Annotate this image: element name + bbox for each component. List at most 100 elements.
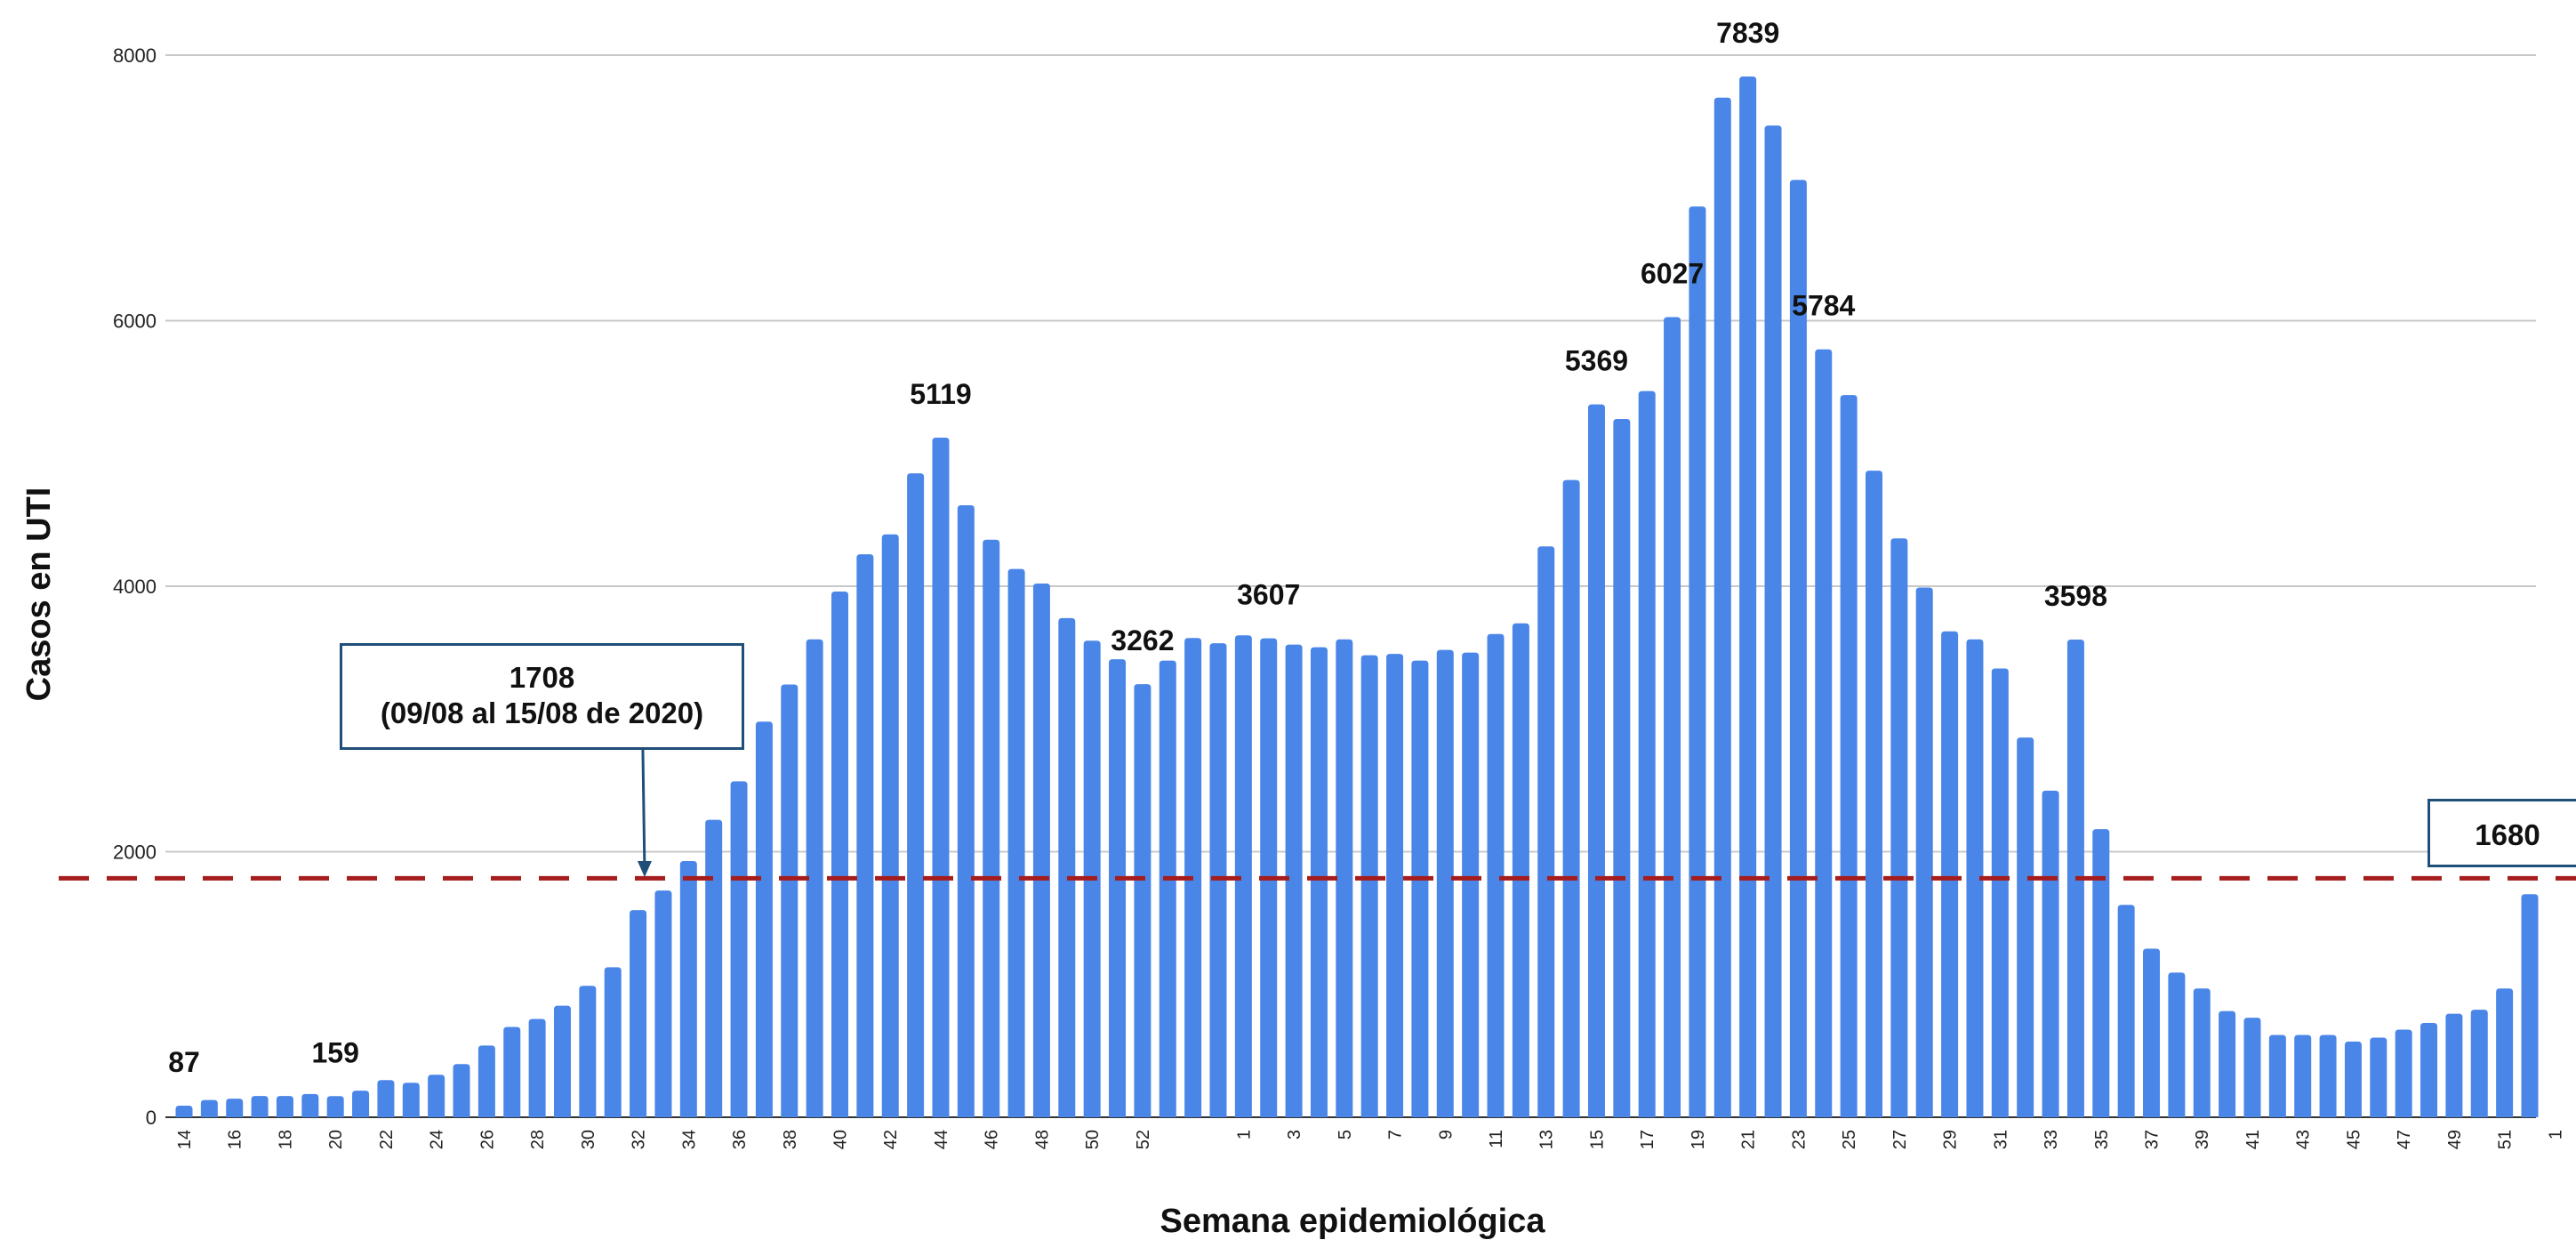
annotation-period: (09/08 al 15/08 de 2020): [380, 696, 704, 729]
bar: [2420, 1023, 2438, 1117]
bar: [2395, 1029, 2412, 1117]
bar: [377, 1080, 395, 1117]
x-tick-label: 5: [1336, 1130, 1355, 1139]
data-label: 5784: [1792, 290, 1855, 322]
bar: [983, 539, 1000, 1117]
annotation-arrow-head: [637, 861, 652, 877]
x-tick-label: 45: [2344, 1130, 2363, 1149]
bar: [301, 1093, 319, 1117]
x-tick-label: 40: [831, 1130, 851, 1149]
bar: [1285, 644, 1303, 1117]
x-tick-label: 34: [679, 1130, 699, 1149]
x-tick-label: 32: [630, 1130, 649, 1149]
x-tick-label: 46: [983, 1130, 1002, 1149]
bar: [1386, 654, 1404, 1117]
x-axis-title: Semana epidemiológica: [1160, 1203, 1546, 1240]
bar: [1234, 635, 1252, 1117]
x-tick-label: 1: [2546, 1130, 2565, 1139]
x-tick-label: 9: [1436, 1130, 1456, 1139]
annotation-box-1680: 1680: [2428, 799, 2576, 867]
x-tick-label: 24: [428, 1130, 447, 1149]
bar: [402, 1083, 420, 1117]
bar-series: [175, 76, 2539, 1118]
x-tick-labels: 14 16 18 20 22 24 26 28 30 32 34 36 38 40 42 44 46 48 50 52…: [175, 1130, 2565, 1149]
bar: [1007, 568, 1025, 1117]
data-label: 87: [168, 1046, 200, 1078]
bar: [1689, 206, 1706, 1117]
bar: [705, 819, 723, 1117]
bar: [2117, 905, 2135, 1117]
annotation-value: 1708: [509, 661, 575, 694]
x-tick-label: 17: [1638, 1130, 1657, 1149]
bar: [2017, 737, 2034, 1117]
data-label: 3607: [1237, 579, 1300, 611]
x-tick-label: 20: [326, 1130, 346, 1149]
annotation-value: 1680: [2475, 818, 2540, 851]
bar: [276, 1096, 293, 1117]
bar: [1815, 349, 1833, 1117]
bar: [2243, 1018, 2261, 1117]
x-tick-label: 26: [477, 1130, 497, 1149]
x-tick-label: 3: [1285, 1130, 1304, 1139]
bar: [428, 1075, 445, 1117]
bar: [1512, 623, 1529, 1117]
bar: [1966, 639, 1984, 1117]
x-tick-label: 36: [730, 1130, 750, 1149]
bar: [528, 1019, 546, 1117]
bar: [352, 1091, 370, 1117]
x-tick-label: 16: [226, 1130, 245, 1149]
bar: [453, 1064, 470, 1117]
bar: [755, 721, 773, 1117]
bar: [1336, 639, 1353, 1117]
x-tick-label: 25: [1840, 1130, 1859, 1149]
bar: [2193, 988, 2211, 1117]
bar: [1411, 660, 1429, 1117]
x-tick-label: 37: [2143, 1130, 2163, 1149]
x-tick-label: 27: [1890, 1130, 1910, 1149]
data-label: 3598: [2044, 580, 2107, 612]
x-tick-label: 23: [1789, 1130, 1809, 1149]
bar: [2143, 948, 2161, 1117]
x-tick-label: 50: [1083, 1130, 1103, 1149]
x-tick-label: 51: [2496, 1130, 2516, 1149]
bar: [781, 684, 798, 1117]
data-label: 6027: [1641, 257, 1704, 289]
data-label: 5369: [1565, 345, 1628, 377]
data-labels: 87 159 5119 3262 3607 5369 6027 7839 5784 3598: [168, 17, 2107, 1078]
bar: [2092, 829, 2110, 1117]
bar: [1134, 684, 1152, 1117]
x-tick-label: 39: [2193, 1130, 2212, 1149]
bar: [2168, 972, 2186, 1117]
bar: [957, 504, 975, 1117]
bar: [1613, 418, 1631, 1117]
bar: [856, 554, 874, 1117]
bar: [1840, 395, 1858, 1118]
bar: [1587, 404, 1605, 1117]
bar: [2219, 1011, 2236, 1117]
bar: [1941, 631, 1959, 1117]
x-tick-label: 49: [2445, 1130, 2465, 1149]
y-tick-label: 4000: [113, 576, 156, 598]
x-tick-label: 18: [276, 1130, 295, 1149]
x-tick-label: 7: [1386, 1130, 1406, 1139]
bar: [1764, 125, 1782, 1117]
bar: [1664, 317, 1681, 1118]
bar: [932, 437, 950, 1117]
bar: [2042, 790, 2059, 1117]
bar: [1032, 584, 1050, 1117]
bar: [2319, 1035, 2337, 1117]
bar: [1562, 479, 1580, 1117]
x-tick-label: 13: [1537, 1130, 1557, 1149]
x-tick-label: 43: [2294, 1130, 2314, 1149]
bar: [1360, 655, 1378, 1117]
bar: [831, 591, 849, 1117]
x-tick-label: 52: [1134, 1130, 1153, 1149]
bar: [2470, 1010, 2488, 1117]
x-tick-label: 44: [932, 1130, 951, 1149]
y-tick-label: 2000: [113, 841, 156, 864]
x-tick-label: 1: [1234, 1130, 1254, 1139]
data-label: 5119: [910, 378, 971, 410]
grid-lines: [165, 54, 2536, 1118]
x-tick-label: 21: [1739, 1130, 1759, 1149]
bar: [2521, 894, 2539, 1117]
